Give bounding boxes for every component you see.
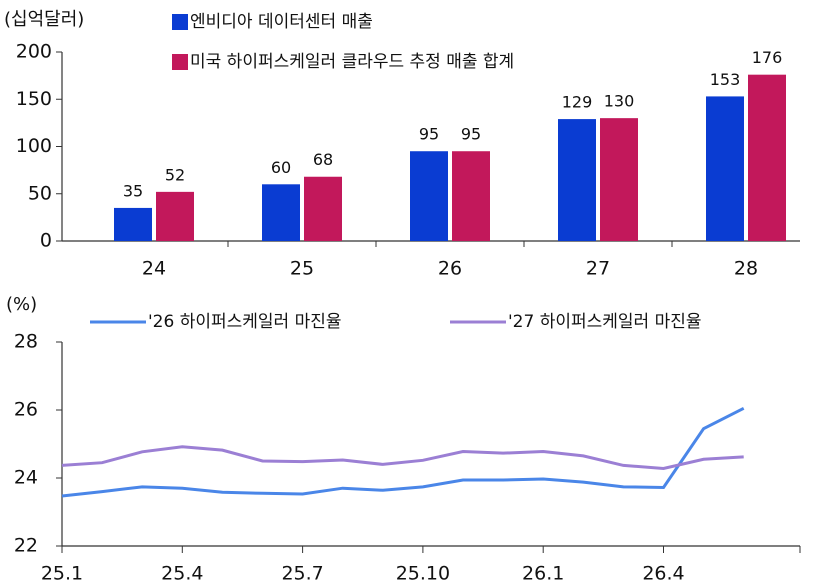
y-tick-label: 0 bbox=[40, 230, 52, 252]
data-label: 68 bbox=[313, 150, 333, 169]
x-tick-label: 24 bbox=[142, 258, 166, 280]
legend-label: 엔비디아 데이터센터 매출 bbox=[190, 12, 373, 32]
bar bbox=[452, 151, 490, 241]
y-tick-label: 150 bbox=[16, 88, 52, 110]
data-label: 129 bbox=[562, 93, 593, 112]
bar bbox=[304, 176, 342, 241]
bar bbox=[558, 119, 596, 241]
legend-label: 미국 하이퍼스케일러 클라우드 추정 매출 합계 bbox=[190, 52, 514, 72]
y-tick-label: 22 bbox=[14, 535, 38, 557]
y-axis-label: (%) bbox=[6, 294, 37, 315]
x-tick-label: 26.1 bbox=[522, 563, 564, 585]
y-tick-label: 26 bbox=[14, 399, 38, 421]
bar bbox=[262, 184, 300, 241]
bar bbox=[748, 74, 786, 242]
y-tick-label: 50 bbox=[28, 182, 52, 204]
data-label: 35 bbox=[123, 181, 143, 200]
data-label: 95 bbox=[419, 125, 439, 144]
x-tick-label: 25.4 bbox=[161, 563, 203, 585]
data-label: 153 bbox=[710, 70, 741, 89]
x-tick-label: 25 bbox=[290, 258, 314, 280]
legend-swatch bbox=[172, 14, 188, 30]
x-tick-label: 25.10 bbox=[396, 563, 450, 585]
y-tick-label: 100 bbox=[16, 135, 52, 157]
y-axis-label: (십억달러) bbox=[4, 9, 84, 30]
data-label: 130 bbox=[604, 92, 635, 111]
data-label: 95 bbox=[461, 125, 481, 144]
line bbox=[61, 406, 745, 498]
y-tick-label: 24 bbox=[14, 467, 38, 489]
data-label: 52 bbox=[165, 165, 185, 184]
legend-label: '26 하이퍼스케일러 마진율 bbox=[148, 312, 342, 332]
x-tick-label: 25.1 bbox=[41, 563, 83, 585]
data-label: 176 bbox=[752, 48, 783, 67]
line bbox=[61, 445, 744, 470]
bar bbox=[114, 207, 152, 241]
x-tick-label: 27 bbox=[586, 258, 610, 280]
x-tick-label: 25.7 bbox=[281, 563, 323, 585]
legend-label: '27 하이퍼스케일러 마진율 bbox=[508, 312, 702, 332]
x-tick-label: 28 bbox=[734, 258, 758, 280]
bar bbox=[706, 96, 744, 241]
legend-swatch bbox=[172, 54, 188, 70]
y-tick-label: 28 bbox=[14, 331, 38, 353]
x-tick-label: 26 bbox=[438, 258, 462, 280]
x-tick-label: 26.4 bbox=[642, 563, 684, 585]
bar bbox=[156, 191, 194, 241]
bar bbox=[410, 151, 448, 241]
y-tick-label: 200 bbox=[16, 41, 52, 63]
bar bbox=[600, 118, 638, 241]
data-label: 60 bbox=[271, 158, 291, 177]
